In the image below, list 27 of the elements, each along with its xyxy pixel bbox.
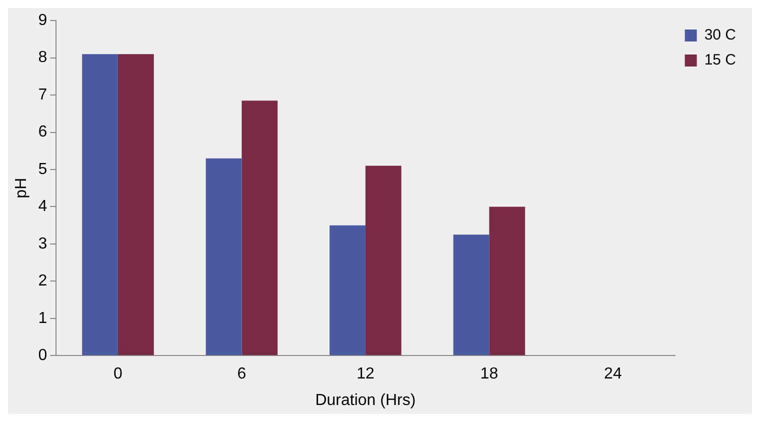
y-tick-label: 6	[38, 124, 48, 141]
y-tick-label: 4	[38, 198, 48, 216]
y-tick-label: 3	[38, 235, 48, 252]
x-tick-label: 24	[604, 366, 622, 383]
bar	[453, 234, 490, 356]
y-tick-label: 5	[38, 160, 48, 178]
x-tick-label: 6	[237, 366, 246, 383]
x-tick-label: 12	[356, 366, 374, 383]
bar	[82, 54, 118, 356]
y-tick-label: 2	[38, 272, 48, 290]
x-tick-label: 18	[480, 366, 498, 383]
bar	[489, 206, 526, 356]
bar	[330, 225, 366, 356]
y-tick-label: 0	[38, 347, 48, 364]
bar	[365, 166, 402, 356]
bar	[242, 100, 278, 356]
bar	[118, 54, 154, 356]
y-tick-label: 7	[38, 86, 48, 104]
y-tick-label: 1	[38, 310, 48, 327]
x-tick-label: 0	[114, 366, 123, 383]
y-tick-label: 9	[38, 12, 48, 30]
legend-label: 15 C	[704, 52, 736, 69]
legend-label: 30 C	[704, 26, 736, 44]
y-tick-label: 8	[38, 49, 48, 66]
bar	[206, 158, 242, 356]
x-axis-title: Duration (Hrs)	[315, 392, 416, 409]
y-axis-title: pH	[13, 178, 30, 198]
